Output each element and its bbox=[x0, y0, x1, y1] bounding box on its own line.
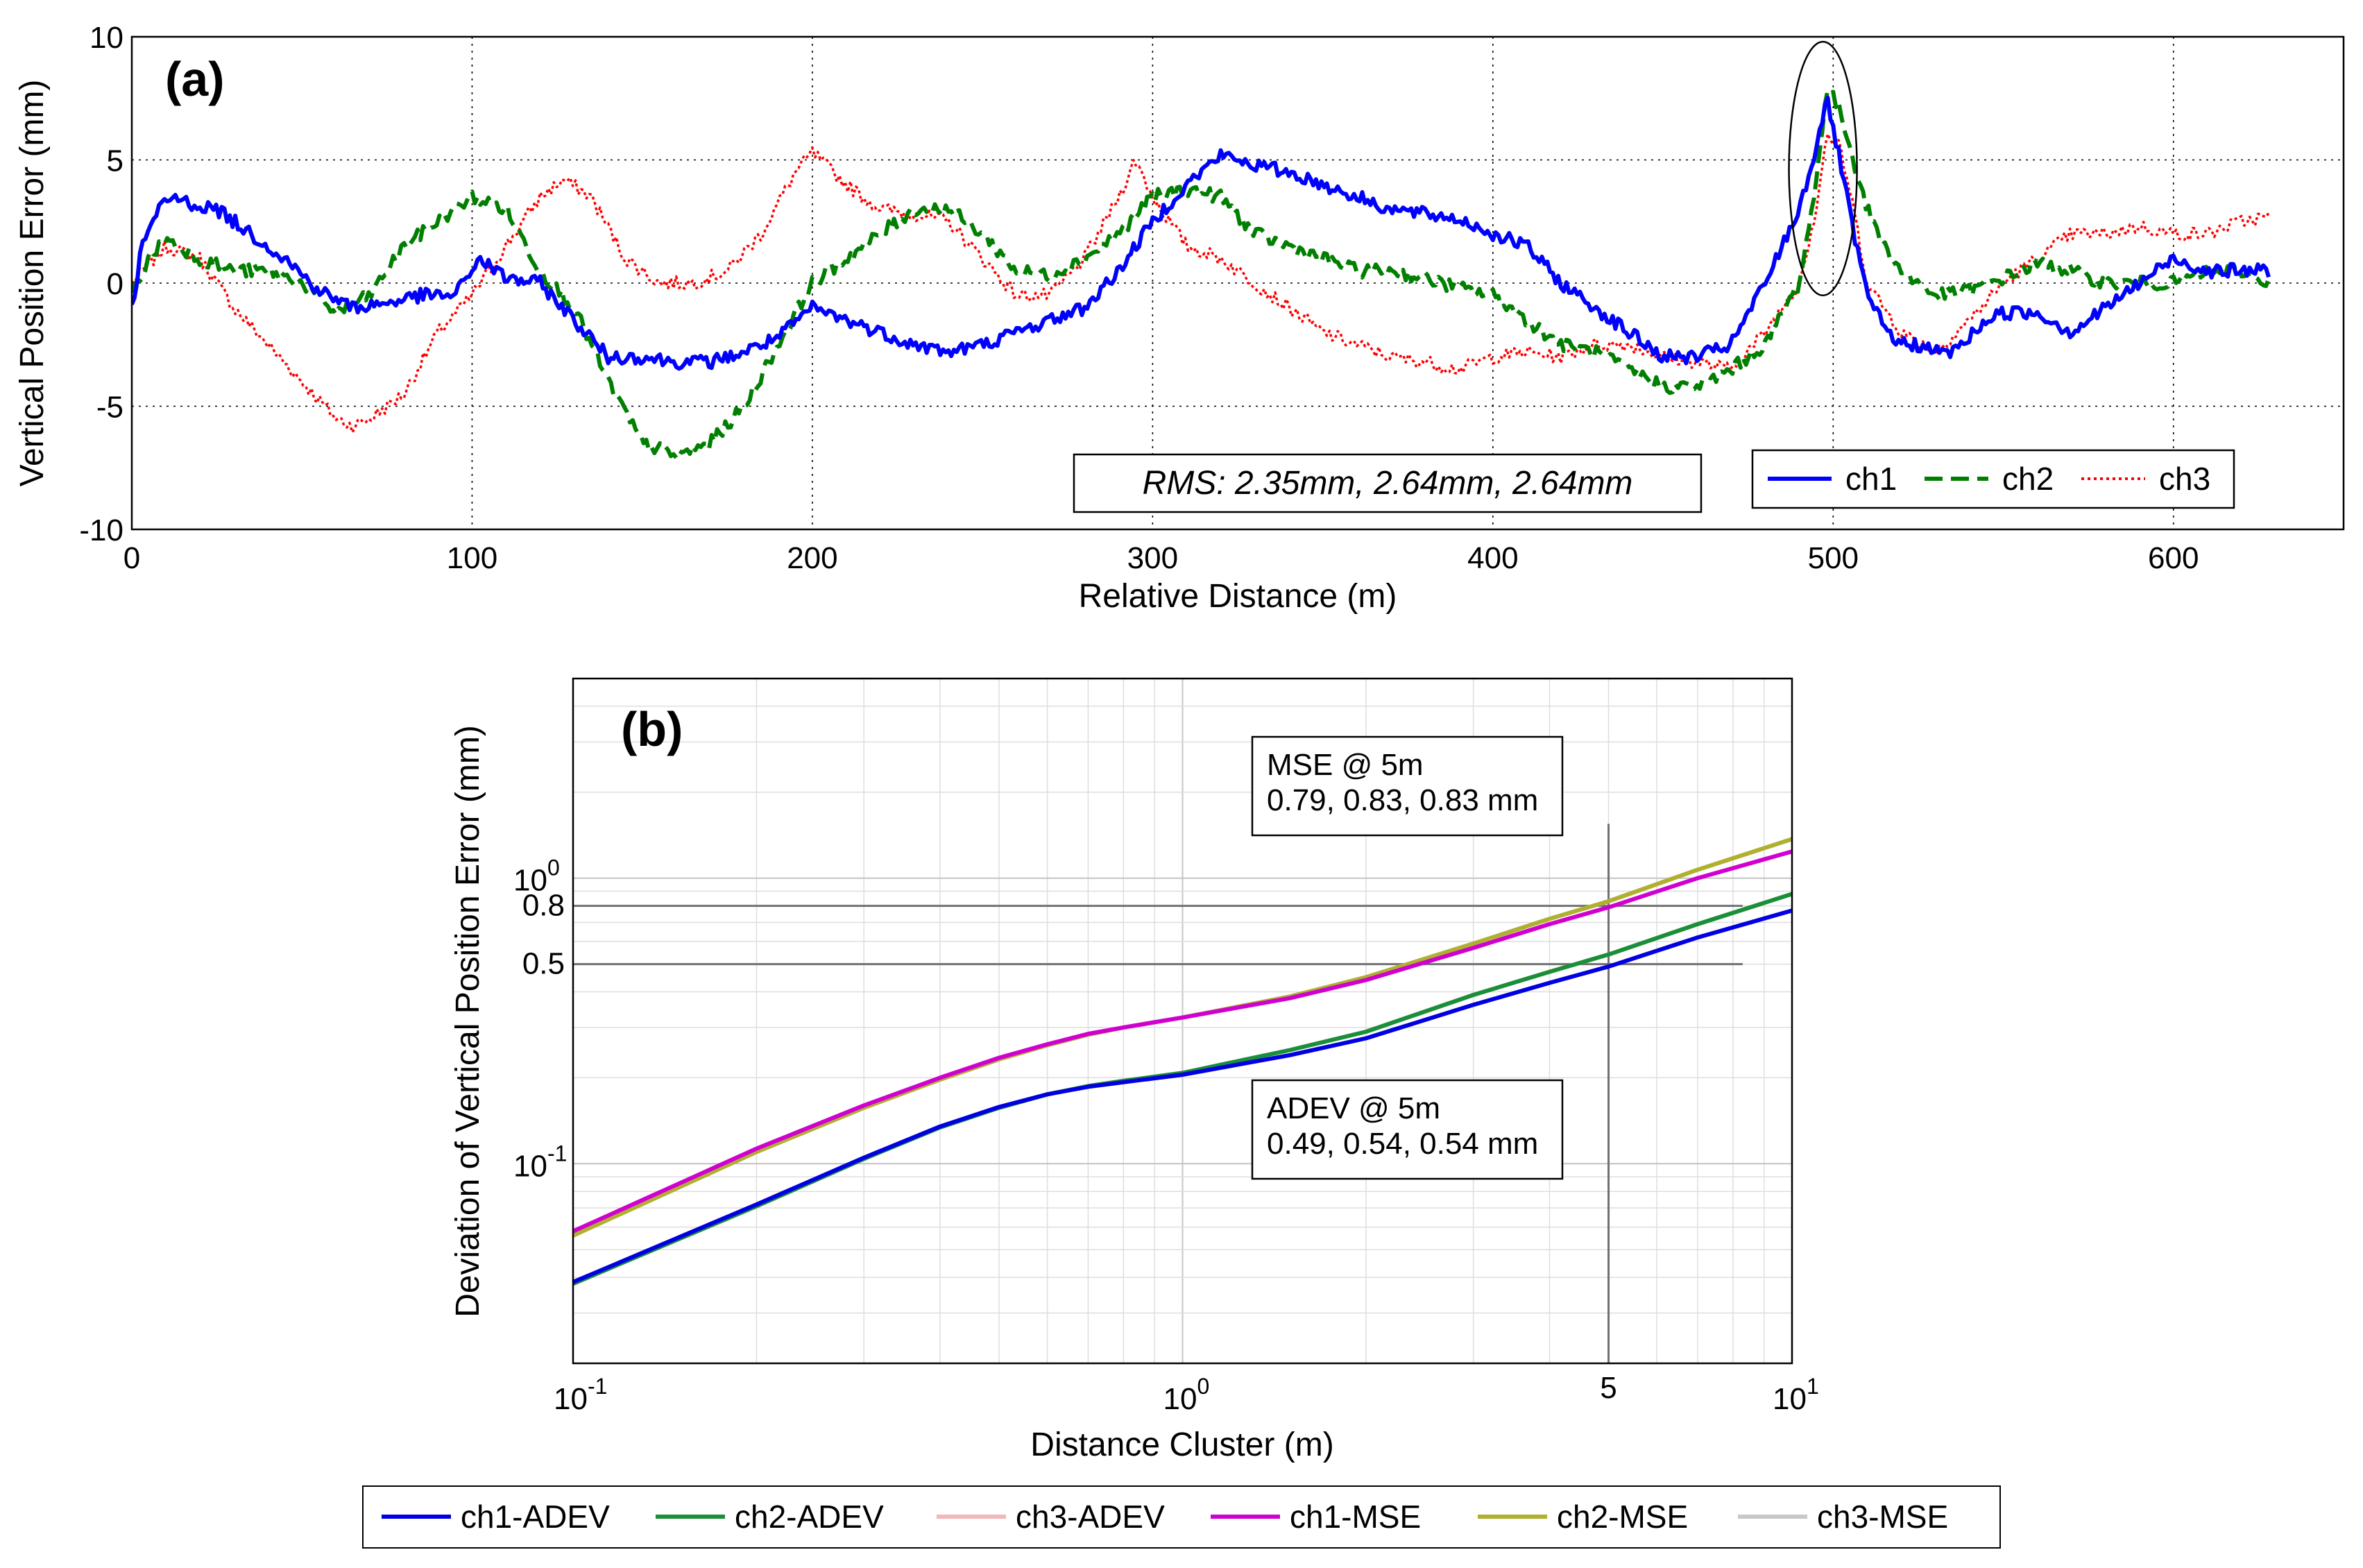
panel-a-xtick-label: 300 bbox=[1127, 541, 1178, 575]
series-line-ch3 bbox=[132, 133, 2270, 434]
panel-a-axes-frame bbox=[130, 35, 2345, 531]
legend-label-ch3-MSE: ch3-MSE bbox=[1817, 1499, 1948, 1535]
panel-b-xtick-label: 101 bbox=[1773, 1374, 1819, 1416]
panel-a-grid bbox=[132, 37, 2344, 529]
mse-annotation-line2: 0.79, 0.83, 0.83 mm bbox=[1267, 783, 1538, 817]
panel-a-ytick-label: 0 bbox=[107, 267, 123, 301]
panel-b-reference-lines bbox=[573, 824, 1743, 1363]
panel-a-ytick-label: -10 bbox=[79, 513, 123, 547]
mse-annotation-line1: MSE @ 5m bbox=[1267, 748, 1424, 782]
legend-label-ch1-ADEV: ch1-ADEV bbox=[461, 1499, 610, 1535]
panel-a-xtick-label: 500 bbox=[1808, 541, 1859, 575]
panel-b-ref-ytick-label: 0.5 bbox=[522, 947, 565, 981]
series-line-ch1-ADEV bbox=[573, 908, 1792, 1284]
panel-b-legend: ch1-ADEV ch2-ADEV ch3-ADEV ch1-MSE ch2-MSE ch… bbox=[362, 1485, 2001, 1549]
panel-a-xtick-label: 400 bbox=[1467, 541, 1518, 575]
legend-label-ch2-MSE: ch2-MSE bbox=[1557, 1499, 1688, 1535]
panel-a-xtick-label: 600 bbox=[2148, 541, 2199, 575]
panel-b-ref-xtick-label: 5 bbox=[1600, 1371, 1616, 1405]
adev-annotation-line1: ADEV @ 5m bbox=[1267, 1091, 1440, 1125]
panel-a-ylabel: Vertical Position Error (mm) bbox=[14, 80, 51, 487]
panel-a-xtick-label: 0 bbox=[123, 541, 140, 575]
legend-label-ch3-ADEV: ch3-ADEV bbox=[1016, 1499, 1165, 1535]
panel-b-ylabel: Deviation of Vertical Position Error (mm… bbox=[450, 725, 486, 1318]
panel-b-adev-annotation: ADEV @ 5m 0.49, 0.54, 0.54 mm bbox=[1251, 1079, 1564, 1180]
panel-b-axes-frame bbox=[572, 677, 1793, 1365]
panel-b-ytick-label: 100 bbox=[513, 855, 560, 898]
series-line-ch2 bbox=[132, 87, 2271, 460]
panel-b-mse-annotation: MSE @ 5m 0.79, 0.83, 0.83 mm bbox=[1251, 735, 1564, 837]
peak-highlight-ellipse bbox=[1788, 40, 1858, 296]
panel-a-legend: ch1 ch2 ch3 bbox=[1751, 449, 2235, 509]
panel-a-ytick-label: 5 bbox=[107, 144, 123, 178]
panel-a-ytick-label: 10 bbox=[89, 21, 123, 55]
panel-b-grid bbox=[573, 679, 1792, 1363]
panel-b-xlabel: Distance Cluster (m) bbox=[1030, 1426, 1333, 1463]
legend-label-ch1-MSE: ch1-MSE bbox=[1290, 1499, 1421, 1535]
legend-label-ch3: ch3 bbox=[2159, 461, 2210, 497]
panel-b-ytick-label: 10-1 bbox=[513, 1141, 567, 1183]
panel-a-xlabel: Relative Distance (m) bbox=[1079, 578, 1397, 615]
panel-a-rms-text: RMS: 2.35mm, 2.64mm, 2.64mm bbox=[1143, 465, 1633, 502]
panel-b-xtick-label: 100 bbox=[1163, 1374, 1210, 1416]
panel-a-ticks: 0 100 200 300 400 500 600 -10 -5 0 5 10 bbox=[79, 21, 2199, 575]
panel-b-series bbox=[573, 837, 1792, 1286]
panel-a-highlight bbox=[1788, 40, 1858, 296]
panel-a-ytick-label: -5 bbox=[96, 391, 123, 425]
panel-b-label: (b) bbox=[621, 702, 683, 756]
panel-a-rms-box bbox=[1073, 453, 1703, 513]
panel-a-xtick-label: 100 bbox=[447, 541, 497, 575]
panel-a-label: (a) bbox=[165, 52, 225, 106]
panel-b-xtick-label: 10-1 bbox=[554, 1374, 607, 1416]
legend-label-ch2: ch2 bbox=[2002, 461, 2054, 497]
legend-label-ch2-ADEV: ch2-ADEV bbox=[735, 1499, 884, 1535]
legend-label-ch1: ch1 bbox=[1845, 461, 1897, 497]
series-line-ch1 bbox=[132, 95, 2271, 371]
adev-annotation-line2: 0.49, 0.54, 0.54 mm bbox=[1267, 1127, 1538, 1161]
panel-a-xtick-label: 200 bbox=[787, 541, 837, 575]
panel-a-series bbox=[132, 87, 2271, 460]
panel-b-ref-ytick-label: 0.8 bbox=[522, 889, 565, 923]
series-line-ch1-MSE bbox=[573, 849, 1792, 1234]
